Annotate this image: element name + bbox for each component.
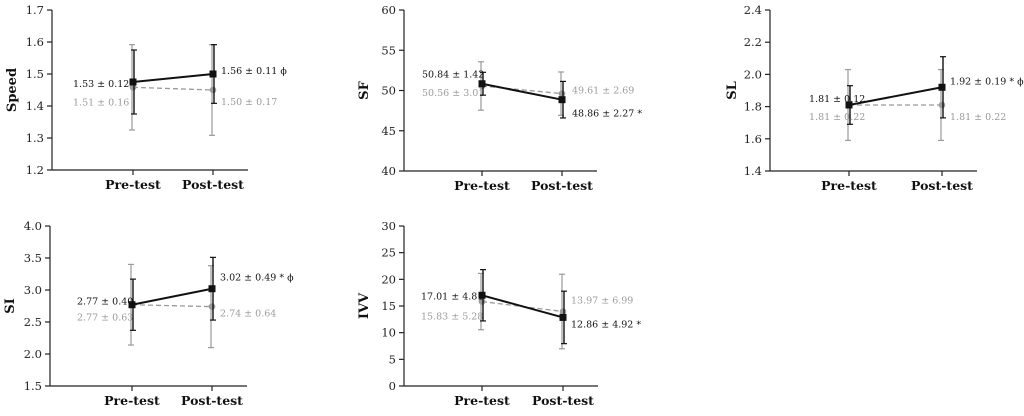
data-point: [208, 285, 216, 293]
data-point: [129, 78, 137, 86]
y-tick-label: 55: [381, 43, 396, 57]
y-tick-label: 1.8: [744, 100, 762, 114]
y-tick-label: 10: [381, 326, 396, 340]
y-tick-label: 3.0: [24, 283, 42, 297]
y-tick-label: 45: [381, 124, 396, 138]
series-solid-line: [131, 287, 213, 306]
data-point: [478, 80, 486, 88]
data-point: [938, 101, 946, 109]
data-label: 12.86 ± 4.92 *: [571, 319, 641, 330]
data-label: 1.50 ± 0.17: [221, 97, 277, 108]
y-tick-label: 1.2: [26, 163, 44, 177]
data-label: 50.56 ± 3.01: [422, 88, 484, 99]
data-point: [559, 308, 567, 315]
data-point: [845, 101, 853, 109]
y-tick-label: 2.0: [24, 347, 42, 361]
x-tick-label: Pre-test: [821, 178, 877, 193]
data-point: [209, 86, 217, 94]
y-axis-label: IVV: [357, 292, 372, 319]
y-tick-label: 1.7: [26, 3, 44, 17]
y-tick-label: 1.3: [26, 131, 44, 145]
data-label: 2.74 ± 0.64: [220, 309, 276, 320]
y-tick-label: 1.5: [26, 67, 44, 81]
y-tick-label: 1.6: [744, 132, 762, 146]
y-tick-label: 15: [381, 299, 396, 313]
y-tick-label: 5: [389, 352, 396, 366]
data-label: 1.92 ± 0.19 * ϕ: [950, 76, 1024, 87]
y-tick-label: 0: [389, 379, 396, 393]
data-point: [208, 303, 216, 310]
data-label: 49.61 ± 2.69: [572, 86, 634, 97]
data-label: 48.86 ± 2.27 *: [572, 109, 642, 120]
series-solid-line: [481, 82, 563, 101]
data-label: 2.77 ± 0.63: [77, 313, 133, 324]
y-axis-label: SL: [725, 81, 740, 100]
data-label: 15.83 ± 5.28: [421, 312, 483, 323]
y-tick-label: 1.4: [744, 164, 762, 178]
data-label: 50.84 ± 1.42: [422, 70, 484, 81]
data-label: 17.01 ± 4.81: [421, 291, 483, 302]
data-point: [558, 90, 566, 97]
data-point: [209, 70, 217, 78]
data-point: [478, 291, 486, 299]
x-tick-label: Post-test: [532, 393, 594, 408]
data-label: 1.81 ± 0.22: [950, 112, 1006, 123]
y-axis-label: SF: [357, 80, 372, 99]
y-tick-label: 2.2: [744, 35, 762, 49]
data-label: 3.02 ± 0.49 * ϕ: [220, 273, 294, 284]
y-tick-label: 4.0: [24, 219, 42, 233]
y-axis-label: Speed: [5, 68, 20, 112]
data-point: [559, 313, 567, 321]
y-tick-label: 1.4: [26, 99, 44, 113]
data-point: [558, 96, 566, 104]
x-tick-label: Post-test: [531, 178, 593, 193]
data-label: 1.81 ± 0.12: [809, 94, 865, 105]
data-label: 1.51 ± 0.16: [73, 97, 129, 108]
data-label: 1.53 ± 0.12: [73, 79, 129, 90]
data-label: 13.97 ± 6.99: [571, 295, 633, 306]
series-solid-line: [481, 294, 564, 319]
data-label: 1.56 ± 0.11 ϕ: [221, 66, 287, 77]
x-tick-label: Post-test: [182, 177, 244, 192]
y-tick-label: 2.0: [744, 67, 762, 81]
data-point: [938, 83, 946, 91]
y-tick-label: 50: [381, 84, 396, 98]
x-tick-label: Pre-test: [105, 177, 161, 192]
series-dashed-line: [131, 304, 213, 308]
x-tick-label: Pre-test: [454, 178, 510, 193]
data-point: [128, 301, 136, 309]
y-tick-label: 30: [381, 219, 396, 233]
x-tick-label: Post-test: [911, 178, 973, 193]
x-tick-label: Pre-test: [454, 393, 510, 408]
chart-si: 1.5 2.0 2.5 3.0 3.5 4.0 Pre-test Post-test SI 2.7…: [3, 219, 294, 408]
y-axis-label: SI: [3, 298, 18, 313]
chart-sf: 40 45 50 55 60 Pre-test Post-test SF 50.56 ± 3.0…: [357, 3, 642, 193]
y-tick-label: 40: [381, 164, 396, 178]
x-tick-label: Post-test: [181, 393, 243, 408]
y-tick-label: 1.5: [24, 379, 42, 393]
y-tick-label: 2.5: [24, 315, 42, 329]
y-tick-label: 1.6: [26, 35, 44, 49]
data-label: 2.77 ± 0.40: [77, 297, 133, 308]
series-solid-line: [848, 86, 943, 106]
y-tick-label: 25: [381, 246, 396, 260]
y-tick-label: 3.5: [24, 251, 42, 265]
y-tick-label: 2.4: [744, 3, 762, 17]
chart-sl: 1.4 1.6 1.8 2.0 2.2 2.4 Pre-test Post-test SL 1.8…: [725, 3, 1024, 193]
y-tick-label: 60: [381, 3, 396, 17]
series-dashed-line: [481, 85, 563, 95]
series-dashed-line: [132, 86, 214, 91]
chart-ivv: 0 5 10 15 20 25 30 Pre-test Post-test IVV 15.83 ± …: [357, 219, 641, 408]
chart-speed: 1.2 1.3 1.4 1.5 1.6 1.7 Pre-test Post-test Speed…: [5, 3, 287, 192]
y-tick-label: 20: [381, 272, 396, 286]
x-tick-label: Pre-test: [104, 393, 160, 408]
data-label: 1.81 ± 0.22: [809, 112, 865, 123]
series-solid-line: [132, 73, 214, 83]
